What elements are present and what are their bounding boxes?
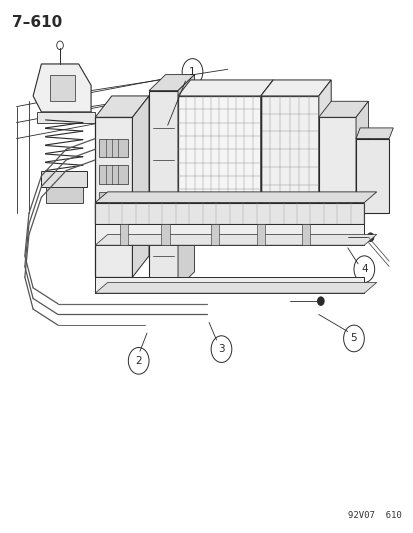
Polygon shape bbox=[318, 80, 330, 203]
Polygon shape bbox=[161, 224, 169, 245]
Polygon shape bbox=[178, 96, 260, 203]
Polygon shape bbox=[355, 101, 368, 224]
Polygon shape bbox=[95, 224, 363, 245]
Polygon shape bbox=[260, 80, 330, 96]
Polygon shape bbox=[95, 277, 363, 293]
Text: 5: 5 bbox=[350, 334, 356, 343]
Polygon shape bbox=[120, 224, 128, 245]
Polygon shape bbox=[256, 224, 264, 245]
Circle shape bbox=[317, 297, 323, 305]
Polygon shape bbox=[355, 139, 388, 213]
Polygon shape bbox=[178, 75, 194, 288]
Polygon shape bbox=[355, 128, 392, 139]
Text: 1: 1 bbox=[189, 67, 195, 77]
Polygon shape bbox=[318, 117, 355, 224]
Polygon shape bbox=[95, 96, 149, 117]
Polygon shape bbox=[99, 192, 128, 211]
Polygon shape bbox=[95, 203, 363, 224]
Polygon shape bbox=[95, 235, 376, 245]
Text: 7–610: 7–610 bbox=[12, 15, 62, 30]
Text: 4: 4 bbox=[360, 264, 367, 274]
Polygon shape bbox=[178, 80, 273, 96]
Circle shape bbox=[366, 233, 373, 241]
Polygon shape bbox=[95, 117, 132, 277]
Polygon shape bbox=[211, 224, 219, 245]
Polygon shape bbox=[33, 64, 91, 112]
Polygon shape bbox=[41, 171, 87, 187]
Polygon shape bbox=[149, 91, 178, 288]
Polygon shape bbox=[318, 101, 368, 117]
Polygon shape bbox=[95, 192, 376, 203]
Text: 3: 3 bbox=[218, 344, 224, 354]
Polygon shape bbox=[37, 112, 95, 123]
Polygon shape bbox=[149, 75, 194, 91]
Polygon shape bbox=[99, 165, 128, 184]
Polygon shape bbox=[301, 224, 310, 245]
Polygon shape bbox=[260, 96, 318, 203]
Polygon shape bbox=[50, 75, 74, 101]
Polygon shape bbox=[132, 96, 149, 277]
Text: 2: 2 bbox=[135, 356, 142, 366]
Text: 92V07  610: 92V07 610 bbox=[347, 511, 401, 520]
Polygon shape bbox=[99, 139, 128, 157]
Polygon shape bbox=[260, 80, 273, 203]
Polygon shape bbox=[45, 187, 83, 203]
Polygon shape bbox=[95, 282, 376, 293]
